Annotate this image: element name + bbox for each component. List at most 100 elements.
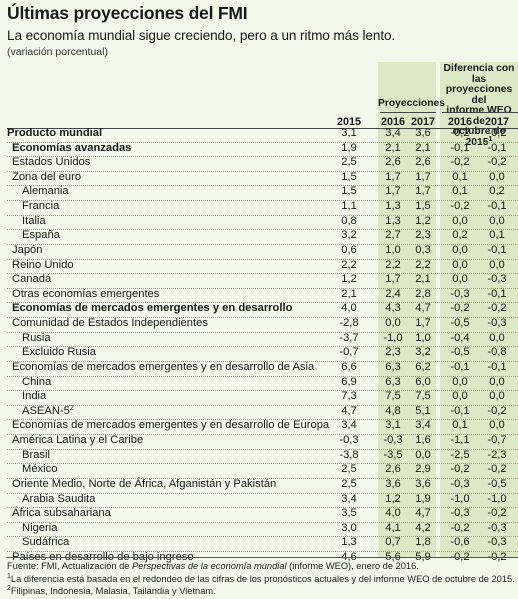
cell-value: 1,5 [341,185,357,198]
row-label: Rusia [22,331,51,344]
cell-value: -2,8 [339,317,359,330]
row-footnote-mark: 2 [69,404,74,412]
row-separator [7,287,518,289]
cell-value: 2,5 [341,156,357,169]
row-label: España [22,229,60,242]
cell-value: -0,2 [487,127,507,139]
cell-value: -0,2 [487,156,507,169]
row-label: Canadá [12,273,52,286]
row-separator [7,390,518,392]
cell-value: 1,2 [385,492,401,505]
header-bottom-rule [7,128,518,129]
row-separator [7,463,518,465]
footnote-2: 2Filipinas, Indonesia, Malasia, Tailandi… [7,585,216,596]
footnote-1: 1La diferencia está basada en el redonde… [7,573,515,584]
table-row: Canadá 1,2 1,7 2,1 0,0 -0,3 [0,273,518,288]
row-label: Estados Unidos [12,156,91,169]
row-label: Sudáfrica [22,536,70,549]
projections-band [378,62,436,557]
row-label: México [22,463,58,476]
cell-value: 0,7 [385,536,401,549]
cell-value: -0,2 [450,127,470,139]
cell-value: 1,2 [341,273,357,286]
table-row: Italia 0,8 1,3 1,2 0,0 0,0 [0,214,518,230]
cell-value: -0,1 [450,360,470,373]
cell-value: 2,8 [415,287,431,300]
cell-value: 3,6 [415,477,431,490]
cell-value: -3,5 [383,448,403,461]
row-separator [7,419,518,421]
cell-value: 3,2 [415,346,431,359]
cell-value: 2,2 [415,258,431,271]
row-separator [7,243,518,245]
table-row: Rusia -3,7 -1,0 1,0 -0,4 0,0 [0,331,518,347]
cell-value: 0,3 [415,243,431,256]
cell-value: -0,5 [450,346,470,359]
cell-value: -0,7 [487,434,507,447]
table-row: Sudáfrica 1,3 0,7 1,8 -0,6 -0,3 [0,536,518,551]
row-label: Zona del euro [12,170,82,183]
row-separator [7,550,518,552]
cell-value: 0,0 [489,375,505,388]
cell-value: 2,1 [385,141,401,154]
footnote-2-mark: 2 [7,585,11,592]
cell-value: 0,0 [415,448,431,461]
table-row: África subsahariana 3,5 4,0 4,7 -0,3 -0,2 [0,507,518,522]
cell-value: -1,1 [450,434,470,447]
cell-value: 1,1 [341,200,357,213]
cell-value: -0,3 [383,434,403,447]
cell-value: 1,7 [415,185,431,198]
table-row: Alemania 1,5 1,7 1,7 0,1 0,2 [0,185,518,200]
year-header-diff-2016: 2016 [447,116,473,128]
cell-value: 3,4 [385,127,401,139]
table-bottom-rule [7,557,518,558]
row-label: Otras economías emergentes [12,287,160,300]
cell-value: 2,5 [341,463,357,476]
cell-value: 1,2 [415,214,431,227]
cell-value: 3,4 [341,492,357,505]
cell-value: -0,1 [487,141,507,154]
cell-value: -0,3 [487,521,507,534]
row-separator [7,360,518,362]
row-label: Economías de mercados emergentes y en de… [12,419,330,432]
cell-value: 7,5 [415,390,431,403]
cell-value: 4,2 [415,521,431,534]
cell-value: 4,7 [341,404,357,417]
table-row: Zona del euro 1,5 1,7 1,7 0,1 0,0 [0,170,518,186]
table-row: Economías de mercados emergentes y en de… [0,419,518,434]
difference-header-rule [442,112,518,113]
cell-value: -0,2 [450,302,470,315]
cell-value: -0,2 [487,404,507,417]
cell-value: -0,2 [487,463,507,476]
source-suffix: (informe WEO), enero de 2016. [286,561,419,571]
row-separator [7,375,518,377]
table-row: Francia 1,1 1,3 1,5 -0,2 -0,1 [0,200,518,215]
cell-value: 3,4 [415,419,431,432]
cell-value: 0,0 [489,214,505,227]
row-label: China [22,375,52,388]
cell-value: 7,3 [341,390,357,403]
source-note: Fuente: FMI, Actualización de Perspectiv… [7,561,419,571]
cell-value: 0,8 [341,214,357,227]
cell-value: 3,0 [341,521,357,534]
cell-value: 3,4 [341,419,357,432]
cell-value: 5,6 [385,550,401,563]
cell-value: 1,6 [415,434,431,447]
cell-value: -0,1 [487,287,507,300]
cell-value: -0,2 [450,156,470,169]
page-subtitle: La economía mundial sigue creciendo, per… [7,28,396,43]
cell-value: 2,9 [415,463,431,476]
row-label: Italia [22,214,46,227]
cell-value: 0,2 [452,229,468,242]
row-separator [7,448,518,450]
cell-value: -0,3 [487,273,507,286]
cell-value: 2,3 [415,229,431,242]
table-row: Arabia Saudita 3,4 1,2 1,9 -1,0 -1,0 [0,492,518,508]
table-row: Economías avanzadas 1,9 2,1 2,1 -0,1 -0,1 [0,141,518,157]
table-row: Oriente Medio, Norte de África, Afganist… [0,477,518,493]
cell-value: -0,2 [450,550,470,563]
row-separator [7,521,518,523]
cell-value: 0,0 [452,214,468,227]
difference-header-footnote-mark: 1 [488,135,493,143]
page-title: Últimas proyecciones del FMI [7,3,248,23]
